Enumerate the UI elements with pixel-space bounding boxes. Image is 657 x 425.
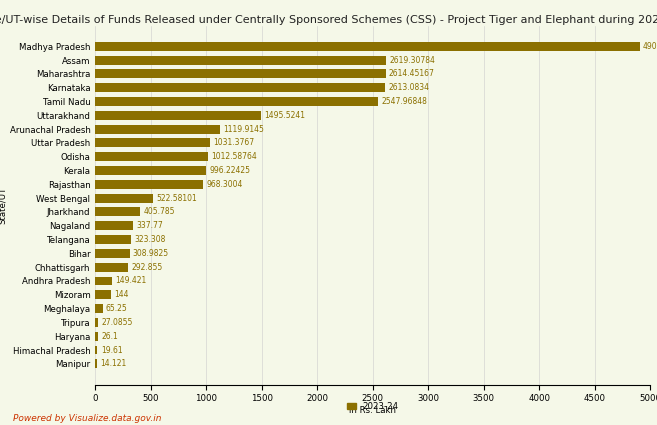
Bar — [95, 221, 133, 230]
Text: 1012.58764: 1012.58764 — [211, 152, 257, 161]
Bar — [95, 304, 102, 313]
Bar — [95, 359, 97, 368]
Text: 337.77: 337.77 — [136, 221, 163, 230]
Bar — [95, 42, 640, 51]
Text: 14.121: 14.121 — [100, 359, 126, 368]
Bar — [95, 346, 97, 354]
Text: 144: 144 — [114, 290, 129, 299]
Bar — [95, 194, 153, 203]
Text: State/UT-wise Details of Funds Released under Centrally Sponsored Schemes (CSS) : State/UT-wise Details of Funds Released … — [0, 15, 657, 25]
Bar — [95, 111, 261, 120]
Legend: 2023-24: 2023-24 — [344, 399, 402, 414]
Bar — [95, 332, 98, 341]
Text: 522.58101: 522.58101 — [156, 194, 197, 203]
Text: 1495.5241: 1495.5241 — [265, 111, 306, 120]
Text: 149.421: 149.421 — [115, 277, 147, 286]
Text: 968.3004: 968.3004 — [206, 180, 242, 189]
Text: 323.308: 323.308 — [135, 235, 166, 244]
Text: 2547.96848: 2547.96848 — [382, 97, 428, 106]
Text: 292.855: 292.855 — [131, 263, 162, 272]
Bar — [95, 97, 378, 106]
Bar — [95, 56, 386, 65]
Bar — [95, 69, 386, 78]
Text: 26.1: 26.1 — [101, 332, 118, 341]
Text: 2614.45167: 2614.45167 — [389, 69, 435, 79]
Bar — [95, 180, 203, 189]
Bar — [95, 152, 208, 161]
Bar — [95, 318, 99, 327]
Bar — [95, 125, 219, 133]
Text: Powered by Visualize.data.gov.in: Powered by Visualize.data.gov.in — [13, 414, 162, 423]
Text: 1031.3767: 1031.3767 — [213, 139, 254, 147]
Y-axis label: State/UT: State/UT — [0, 187, 7, 224]
Bar — [95, 235, 131, 244]
Text: 308.9825: 308.9825 — [133, 249, 169, 258]
Text: 19.61: 19.61 — [101, 346, 122, 354]
Bar — [95, 277, 112, 286]
Text: 996.22425: 996.22425 — [209, 166, 250, 175]
Bar — [95, 207, 141, 216]
Text: 4903.794: 4903.794 — [643, 42, 657, 51]
Bar — [95, 249, 129, 258]
Text: 405.785: 405.785 — [144, 207, 175, 216]
Bar — [95, 83, 386, 92]
Bar — [95, 290, 111, 299]
Text: 65.25: 65.25 — [106, 304, 127, 313]
Text: 27.0855: 27.0855 — [102, 318, 133, 327]
Bar — [95, 263, 127, 272]
Text: 1119.9145: 1119.9145 — [223, 125, 264, 133]
Bar — [95, 166, 206, 175]
Bar — [95, 139, 210, 147]
Text: 2613.0834: 2613.0834 — [389, 83, 430, 92]
X-axis label: in Rs. Lakh: in Rs. Lakh — [350, 406, 396, 415]
Text: 2619.30784: 2619.30784 — [390, 56, 436, 65]
